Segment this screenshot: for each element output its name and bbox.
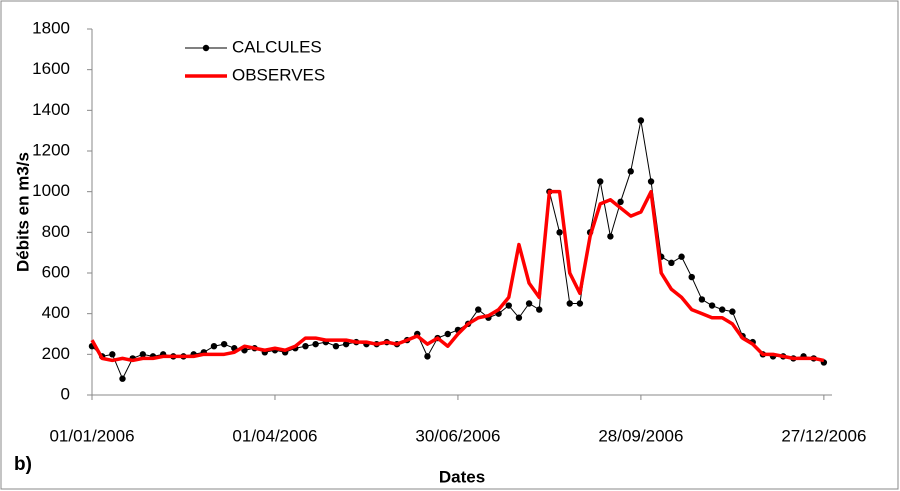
data-point: [220, 340, 228, 348]
data-point: [688, 273, 695, 281]
data-point: [119, 375, 126, 382]
data-point: [647, 178, 655, 185]
data-point: [668, 259, 675, 267]
data-point: [342, 340, 350, 348]
x-tick-label: 27/12/2006: [781, 426, 866, 445]
data-point: [556, 229, 563, 236]
y-tick-label: 800: [42, 222, 70, 241]
data-point: [627, 168, 634, 175]
data-point: [637, 117, 645, 124]
y-tick-label: 1800: [32, 18, 70, 37]
y-tick-label: 0: [61, 384, 70, 403]
data-point: [729, 308, 736, 315]
data-point: [678, 253, 685, 260]
data-point: [312, 340, 319, 348]
y-tick-label: 1600: [32, 59, 70, 78]
data-point: [515, 314, 523, 321]
data-point: [576, 300, 584, 307]
data-point: [525, 300, 533, 307]
data-point: [698, 296, 706, 303]
data-point: [444, 330, 451, 338]
x-axis-label: Dates: [439, 467, 485, 486]
legend-marker: [202, 44, 210, 52]
data-point: [719, 306, 726, 313]
data-point: [109, 351, 116, 358]
x-tick-label: 28/09/2006: [598, 426, 683, 445]
y-tick-label: 1000: [32, 181, 70, 200]
y-tick-label: 400: [42, 303, 70, 322]
data-point: [210, 343, 218, 350]
data-point: [566, 300, 573, 307]
data-point: [424, 353, 431, 360]
y-axis-label: Débits en m3/s: [13, 152, 32, 272]
data-point: [332, 343, 340, 350]
data-point: [505, 302, 512, 309]
data-point: [617, 198, 624, 206]
data-point: [302, 343, 309, 350]
annotation: b): [14, 454, 32, 475]
y-tick-label: 1200: [32, 140, 70, 159]
legend-label: CALCULES: [232, 37, 322, 56]
legend-label: OBSERVES: [232, 65, 325, 84]
y-tick-label: 200: [42, 344, 70, 363]
data-point: [607, 233, 614, 240]
data-point: [597, 178, 604, 185]
y-tick-label: 600: [42, 262, 70, 281]
data-point: [139, 351, 147, 358]
series-line: [90, 189, 825, 363]
data-point: [475, 306, 482, 313]
data-point: [536, 306, 543, 313]
x-tick-label: 01/01/2006: [49, 426, 134, 445]
x-tick-label: 30/06/2006: [415, 426, 500, 445]
y-tick-label: 1400: [32, 100, 70, 119]
data-point: [708, 302, 716, 309]
x-tick-label: 01/04/2006: [232, 426, 317, 445]
